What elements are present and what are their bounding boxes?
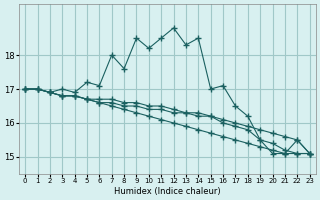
X-axis label: Humidex (Indice chaleur): Humidex (Indice chaleur) [114, 187, 221, 196]
